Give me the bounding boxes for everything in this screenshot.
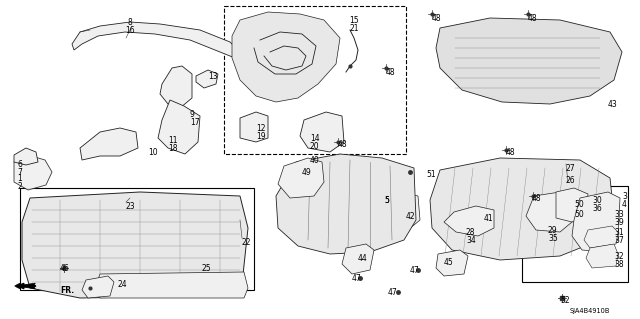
Polygon shape xyxy=(276,154,416,254)
Polygon shape xyxy=(526,192,574,232)
Polygon shape xyxy=(436,18,622,104)
Polygon shape xyxy=(96,272,248,298)
Text: 11: 11 xyxy=(168,136,178,145)
Bar xyxy=(522,186,628,282)
Polygon shape xyxy=(22,192,248,298)
Polygon shape xyxy=(444,206,494,236)
Polygon shape xyxy=(14,155,52,190)
Text: 36: 36 xyxy=(592,204,602,213)
Polygon shape xyxy=(14,148,38,165)
Text: SJA4B4910B: SJA4B4910B xyxy=(570,308,611,314)
Text: 5: 5 xyxy=(384,196,389,205)
Text: 41: 41 xyxy=(484,214,493,223)
Text: 50: 50 xyxy=(574,210,584,219)
Text: 50: 50 xyxy=(574,200,584,209)
Text: 15: 15 xyxy=(349,16,359,25)
Bar xyxy=(20,188,254,290)
Text: FR.: FR. xyxy=(60,286,74,295)
Text: 2: 2 xyxy=(17,182,22,191)
Text: 12: 12 xyxy=(256,124,266,133)
Polygon shape xyxy=(82,276,114,298)
Text: 47: 47 xyxy=(352,274,362,283)
Text: 48: 48 xyxy=(532,194,541,203)
Text: 22: 22 xyxy=(242,238,252,247)
Text: 48: 48 xyxy=(528,14,538,23)
Text: 31: 31 xyxy=(614,228,623,237)
Polygon shape xyxy=(80,128,138,160)
Polygon shape xyxy=(278,158,324,198)
Text: 43: 43 xyxy=(608,100,618,109)
Text: 29: 29 xyxy=(548,226,557,235)
Polygon shape xyxy=(300,112,344,152)
Text: 47: 47 xyxy=(410,266,420,275)
Polygon shape xyxy=(196,70,218,88)
Text: 49: 49 xyxy=(302,168,312,177)
Text: 16: 16 xyxy=(125,26,135,35)
Text: 26: 26 xyxy=(566,176,575,185)
Text: 35: 35 xyxy=(548,234,557,243)
Polygon shape xyxy=(430,158,614,260)
Text: 48: 48 xyxy=(506,148,516,157)
Text: 18: 18 xyxy=(168,144,178,153)
Text: 45: 45 xyxy=(444,258,454,267)
Text: 39: 39 xyxy=(614,218,624,227)
Text: 5: 5 xyxy=(384,196,389,205)
Text: 9: 9 xyxy=(190,110,195,119)
Text: 51: 51 xyxy=(426,170,436,179)
Polygon shape xyxy=(342,244,374,274)
Text: 52: 52 xyxy=(560,296,570,305)
Text: 10: 10 xyxy=(148,148,157,157)
Polygon shape xyxy=(240,112,268,142)
Text: 23: 23 xyxy=(126,202,136,211)
Text: 4: 4 xyxy=(622,200,627,209)
Text: 1: 1 xyxy=(17,174,22,183)
Text: 7: 7 xyxy=(17,168,22,177)
Polygon shape xyxy=(584,226,618,248)
Bar xyxy=(224,6,406,154)
Text: 48: 48 xyxy=(386,68,396,77)
Polygon shape xyxy=(556,188,588,222)
Text: 33: 33 xyxy=(614,210,624,219)
Text: 47: 47 xyxy=(388,288,397,297)
Text: 27: 27 xyxy=(566,164,575,173)
Text: 8: 8 xyxy=(127,18,132,27)
Polygon shape xyxy=(572,192,620,252)
Text: 42: 42 xyxy=(406,212,415,221)
Text: 38: 38 xyxy=(614,260,623,269)
Polygon shape xyxy=(160,66,192,108)
Text: 6: 6 xyxy=(17,160,22,169)
Text: 20: 20 xyxy=(310,142,319,151)
Text: 46: 46 xyxy=(60,264,70,273)
Text: 48: 48 xyxy=(432,14,442,23)
Text: 21: 21 xyxy=(349,24,359,33)
Text: 28: 28 xyxy=(466,228,476,237)
Text: 40: 40 xyxy=(310,156,320,165)
Text: 44: 44 xyxy=(358,254,368,263)
Text: 30: 30 xyxy=(592,196,602,205)
Text: 34: 34 xyxy=(466,236,476,245)
Text: 24: 24 xyxy=(118,280,127,289)
Polygon shape xyxy=(72,22,240,58)
Polygon shape xyxy=(232,12,340,102)
Text: 13: 13 xyxy=(208,72,218,81)
Polygon shape xyxy=(586,244,618,268)
Text: 25: 25 xyxy=(202,264,212,273)
Text: 48: 48 xyxy=(338,140,348,149)
Text: 37: 37 xyxy=(614,236,624,245)
Text: 14: 14 xyxy=(310,134,319,143)
Text: 19: 19 xyxy=(256,132,266,141)
Polygon shape xyxy=(158,100,200,154)
Polygon shape xyxy=(368,192,420,230)
Polygon shape xyxy=(436,250,468,276)
Text: 3: 3 xyxy=(622,192,627,201)
Text: 32: 32 xyxy=(614,252,623,261)
Text: 17: 17 xyxy=(190,118,200,127)
